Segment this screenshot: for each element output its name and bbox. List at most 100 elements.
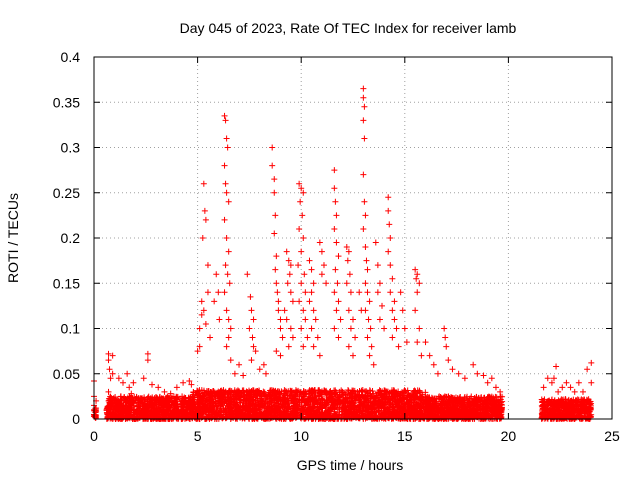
data-point (275, 307, 282, 314)
data-point (215, 289, 222, 296)
data-point (441, 393, 448, 400)
data-point (392, 396, 399, 403)
data-point (273, 390, 280, 397)
data-point (106, 397, 113, 404)
data-point (449, 401, 456, 408)
data-point (113, 400, 120, 407)
data-point (227, 357, 234, 364)
data-point (334, 414, 341, 421)
data-point (258, 393, 265, 400)
data-point (471, 396, 478, 403)
data-point (279, 334, 286, 341)
data-point (552, 412, 559, 419)
data-point (201, 389, 208, 396)
data-point (395, 343, 402, 350)
data-point (120, 379, 127, 386)
data-point (173, 394, 180, 401)
data-point (308, 289, 315, 296)
data-point (305, 407, 312, 414)
data-point (360, 404, 367, 411)
data-point (183, 407, 190, 414)
data-point (128, 390, 135, 397)
data-point (360, 85, 367, 92)
data-point (369, 388, 376, 395)
data-point (326, 414, 333, 421)
data-point (467, 395, 474, 402)
data-point (384, 388, 391, 395)
data-point (104, 404, 111, 411)
data-point (250, 387, 257, 394)
data-point (300, 393, 307, 400)
data-point (292, 410, 299, 417)
data-point (198, 311, 205, 318)
data-point (376, 280, 383, 287)
data-point (283, 248, 290, 255)
data-point (202, 407, 209, 414)
data-point (293, 388, 300, 395)
data-point (323, 280, 330, 287)
data-point (481, 413, 488, 420)
data-point (393, 325, 400, 332)
data-point (553, 402, 560, 409)
data-point (198, 298, 205, 305)
data-point (194, 348, 201, 355)
data-point (278, 411, 285, 418)
data-point (376, 316, 383, 323)
data-point (314, 334, 321, 341)
data-point (335, 253, 342, 260)
data-points (91, 85, 595, 422)
data-point (569, 398, 576, 405)
data-point (240, 391, 247, 398)
data-point (152, 407, 159, 414)
data-point (109, 352, 116, 359)
data-point (356, 393, 363, 400)
data-point (212, 410, 219, 417)
data-point (307, 394, 314, 401)
data-point (153, 401, 160, 408)
data-point (289, 334, 296, 341)
data-point (274, 409, 281, 416)
data-point (474, 408, 481, 415)
data-point (427, 404, 434, 411)
data-point (323, 391, 330, 398)
data-point (322, 405, 329, 412)
data-point (315, 406, 322, 413)
data-point (362, 244, 369, 251)
data-point (387, 289, 394, 296)
data-point (401, 325, 408, 332)
data-point (183, 405, 190, 412)
data-point (281, 392, 288, 399)
data-point (397, 392, 404, 399)
data-point (281, 387, 288, 394)
data-point (350, 352, 356, 359)
data-point (266, 405, 273, 412)
data-point (359, 394, 366, 401)
data-point (466, 396, 473, 403)
data-point (492, 412, 499, 419)
data-point (190, 389, 197, 396)
data-point (496, 402, 503, 409)
data-point (431, 401, 438, 408)
data-point (222, 262, 229, 269)
data-point (274, 394, 281, 401)
data-point (114, 397, 121, 404)
data-point (284, 280, 291, 287)
data-point (257, 405, 264, 412)
data-point (362, 212, 369, 219)
data-point (211, 298, 218, 305)
data-point (291, 395, 298, 402)
data-point (263, 411, 270, 418)
data-point (230, 391, 237, 398)
data-point (361, 135, 368, 142)
data-point (218, 398, 225, 405)
data-point (172, 410, 179, 417)
data-point (304, 334, 311, 341)
data-point (297, 412, 304, 419)
data-point (381, 392, 388, 399)
data-point (416, 407, 423, 414)
data-point (557, 413, 564, 420)
chart-title: Day 045 of 2023, Rate Of TEC Index for r… (180, 20, 517, 36)
data-point (368, 410, 375, 417)
data-point (135, 409, 142, 416)
